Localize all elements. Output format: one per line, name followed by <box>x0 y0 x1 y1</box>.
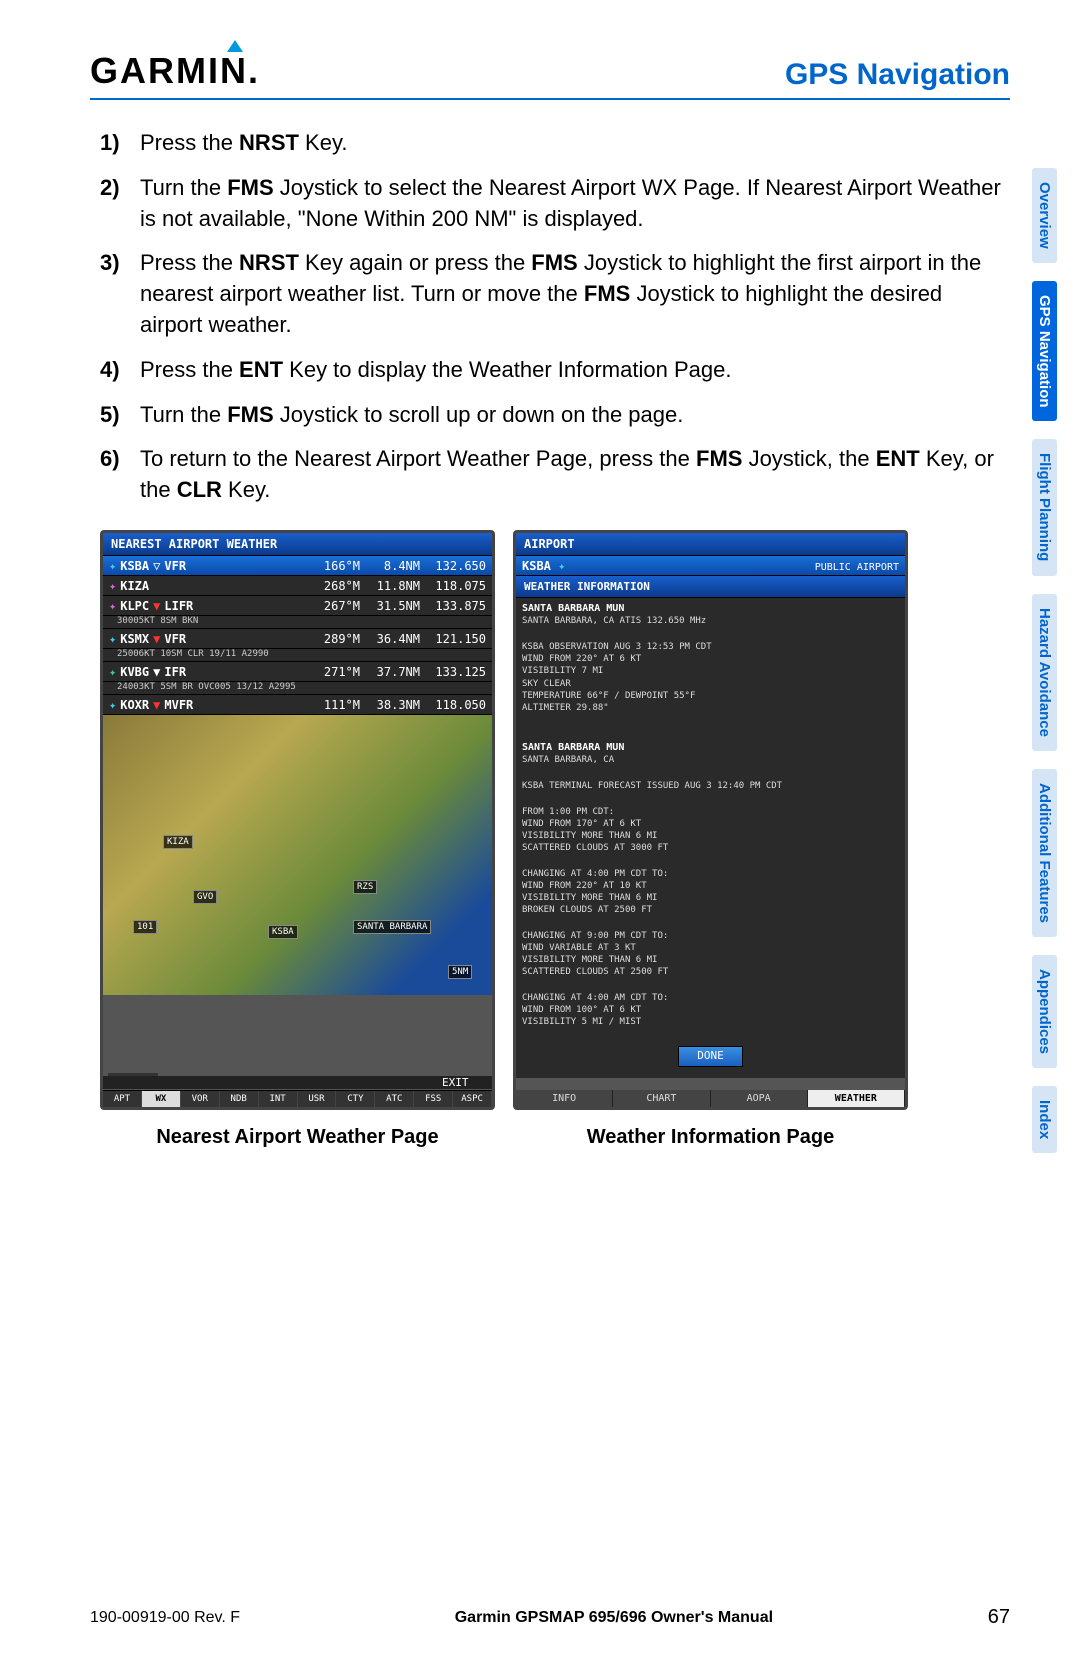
softkey-bar: APTWXVORNDBINTUSRCTYATCFSSASPC <box>103 1090 492 1107</box>
tab-aopa[interactable]: AOPA <box>711 1090 808 1107</box>
softkey-int[interactable]: INT <box>259 1091 298 1107</box>
nearest-airport-weather-screen: NEAREST AIRPORT WEATHER ✦KSBA ▽ VFR166°M… <box>100 530 495 1110</box>
airport-diamond-icon: ✦ <box>109 599 116 613</box>
airport-title-label: AIRPORT <box>524 537 575 551</box>
garmin-logo: GARMIN. <box>90 50 260 92</box>
airport-wx-metar: 30005KT 8SM BKN <box>103 616 492 629</box>
logo-triangle-icon <box>227 40 243 52</box>
airport-diamond-icon: ✦ <box>109 665 116 679</box>
airport-wx-row[interactable]: ✦KVBG ▼ IFR271°M37.7NM133.125 <box>103 662 492 682</box>
tab-info[interactable]: INFO <box>516 1090 613 1107</box>
step-number: 5) <box>100 400 140 431</box>
footer-rev: 190-00919-00 Rev. F <box>90 1609 240 1627</box>
softkey-cty[interactable]: CTY <box>336 1091 375 1107</box>
step-number: 4) <box>100 355 140 386</box>
airport-id: KSBA <box>522 559 551 573</box>
side-tab-overview[interactable]: Overview <box>1032 168 1057 263</box>
step-text: Press the NRST Key again or press the FM… <box>140 248 1010 340</box>
airport-wx-row[interactable]: ✦KSBA ▽ VFR166°M8.4NM132.650 <box>103 556 492 576</box>
section-tabs: Overview GPS Navigation Flight Planning Haz… <box>1032 168 1062 1171</box>
airport-diamond-icon: ✦ <box>109 559 116 573</box>
tab-weather[interactable]: WEATHER <box>808 1090 905 1107</box>
logo-text: GARMIN <box>90 50 248 91</box>
map-label: SANTA BARBARA <box>353 920 431 934</box>
softkey-fss[interactable]: FSS <box>414 1091 453 1107</box>
map-label: KIZA <box>163 835 193 849</box>
map-label: KSBA <box>268 925 298 939</box>
page-number: 67 <box>988 1606 1010 1629</box>
side-tab-flight-planning[interactable]: Flight Planning <box>1032 439 1057 575</box>
map-label: 5NM <box>448 965 472 979</box>
footer-title: Garmin GPSMAP 695/696 Owner's Manual <box>455 1609 773 1627</box>
side-tab-additional-features[interactable]: Additional Features <box>1032 769 1057 937</box>
softkey-ndb[interactable]: NDB <box>220 1091 259 1107</box>
page-footer: 190-00919-00 Rev. F Garmin GPSMAP 695/69… <box>90 1606 1010 1629</box>
map-label: GVO <box>193 890 217 904</box>
wx-info-body: SANTA BARBARA MUNSANTA BARBARA, CA ATIS … <box>516 598 905 1078</box>
instruction-steps: 1)Press the NRST Key.2)Turn the FMS Joys… <box>100 128 1010 506</box>
airport-diamond-icon: ✦ <box>109 579 116 593</box>
softkey-aspc[interactable]: ASPC <box>453 1091 492 1107</box>
airport-wx-row[interactable]: ✦KSMX ▼ VFR289°M36.4NM121.150 <box>103 629 492 649</box>
screenshot-captions: Nearest Airport Weather Page Weather Inf… <box>100 1126 1010 1149</box>
map-label: RZS <box>353 880 377 894</box>
side-tab-index[interactable]: Index <box>1032 1086 1057 1153</box>
airport-wx-row[interactable]: ✦KLPC ▼ LIFR267°M31.5NM133.875 <box>103 596 492 616</box>
airport-wx-metar: 24003KT 5SM BR OVC005 13/12 A2995 <box>103 682 492 695</box>
wx-info-title: WEATHER INFORMATION <box>516 576 905 598</box>
airport-diamond-icon: ✦ <box>109 698 116 712</box>
softkey-usr[interactable]: USR <box>298 1091 337 1107</box>
side-tab-appendices[interactable]: Appendices <box>1032 955 1057 1068</box>
airport-type: PUBLIC AIRPORT <box>815 562 899 573</box>
airport-wx-row[interactable]: ✦KOXR ▼ MVFR111°M38.3NM118.050 <box>103 695 492 715</box>
side-tab-hazard-avoidance[interactable]: Hazard Avoidance <box>1032 594 1057 751</box>
step-text: Press the ENT Key to display the Weather… <box>140 355 1010 386</box>
softkey-apt[interactable]: APT <box>103 1091 142 1107</box>
airport-header: AIRPORT <box>516 533 905 556</box>
step-text: Press the NRST Key. <box>140 128 1010 159</box>
step-text: Turn the FMS Joystick to scroll up or do… <box>140 400 1010 431</box>
softkey-wx[interactable]: WX <box>142 1091 181 1107</box>
screenshot-row: NEAREST AIRPORT WEATHER ✦KSBA ▽ VFR166°M… <box>100 530 1010 1110</box>
airport-wx-metar: 25006KT 10SM CLR 19/11 A2990 <box>103 649 492 662</box>
caption-left: Nearest Airport Weather Page <box>100 1126 495 1149</box>
softkey-vor[interactable]: VOR <box>181 1091 220 1107</box>
step-text: To return to the Nearest Airport Weather… <box>140 444 1010 506</box>
airport-wx-row[interactable]: ✦KIZA 268°M11.8NM118.075 <box>103 576 492 596</box>
airport-id-row: KSBA ✦ PUBLIC AIRPORT <box>516 556 905 576</box>
weather-information-screen: AIRPORT KSBA ✦ PUBLIC AIRPORT WEATHER IN… <box>513 530 908 1110</box>
map-area: KIZA GVO 101 KSBA RZS SANTA BARBARA 5NM <box>103 715 492 995</box>
softkey-atc[interactable]: ATC <box>375 1091 414 1107</box>
done-button[interactable]: DONE <box>678 1046 743 1067</box>
softkey-exit[interactable]: EXIT <box>442 1076 492 1089</box>
caption-right: Weather Information Page <box>513 1126 908 1149</box>
map-label: 101 <box>133 920 157 934</box>
section-title: GPS Navigation <box>785 58 1010 92</box>
step-text: Turn the FMS Joystick to select the Near… <box>140 173 1010 235</box>
step-number: 6) <box>100 444 140 506</box>
step-number: 1) <box>100 128 140 159</box>
step-number: 3) <box>100 248 140 340</box>
airport-diamond-icon: ✦ <box>109 632 116 646</box>
screen-title: NEAREST AIRPORT WEATHER <box>103 533 492 556</box>
step-number: 2) <box>100 173 140 235</box>
tab-chart[interactable]: CHART <box>613 1090 710 1107</box>
bottom-tabs: INFOCHARTAOPAWEATHER <box>516 1090 905 1107</box>
side-tab-gps-navigation[interactable]: GPS Navigation <box>1032 281 1057 422</box>
page-header: GARMIN. GPS Navigation <box>90 50 1010 100</box>
